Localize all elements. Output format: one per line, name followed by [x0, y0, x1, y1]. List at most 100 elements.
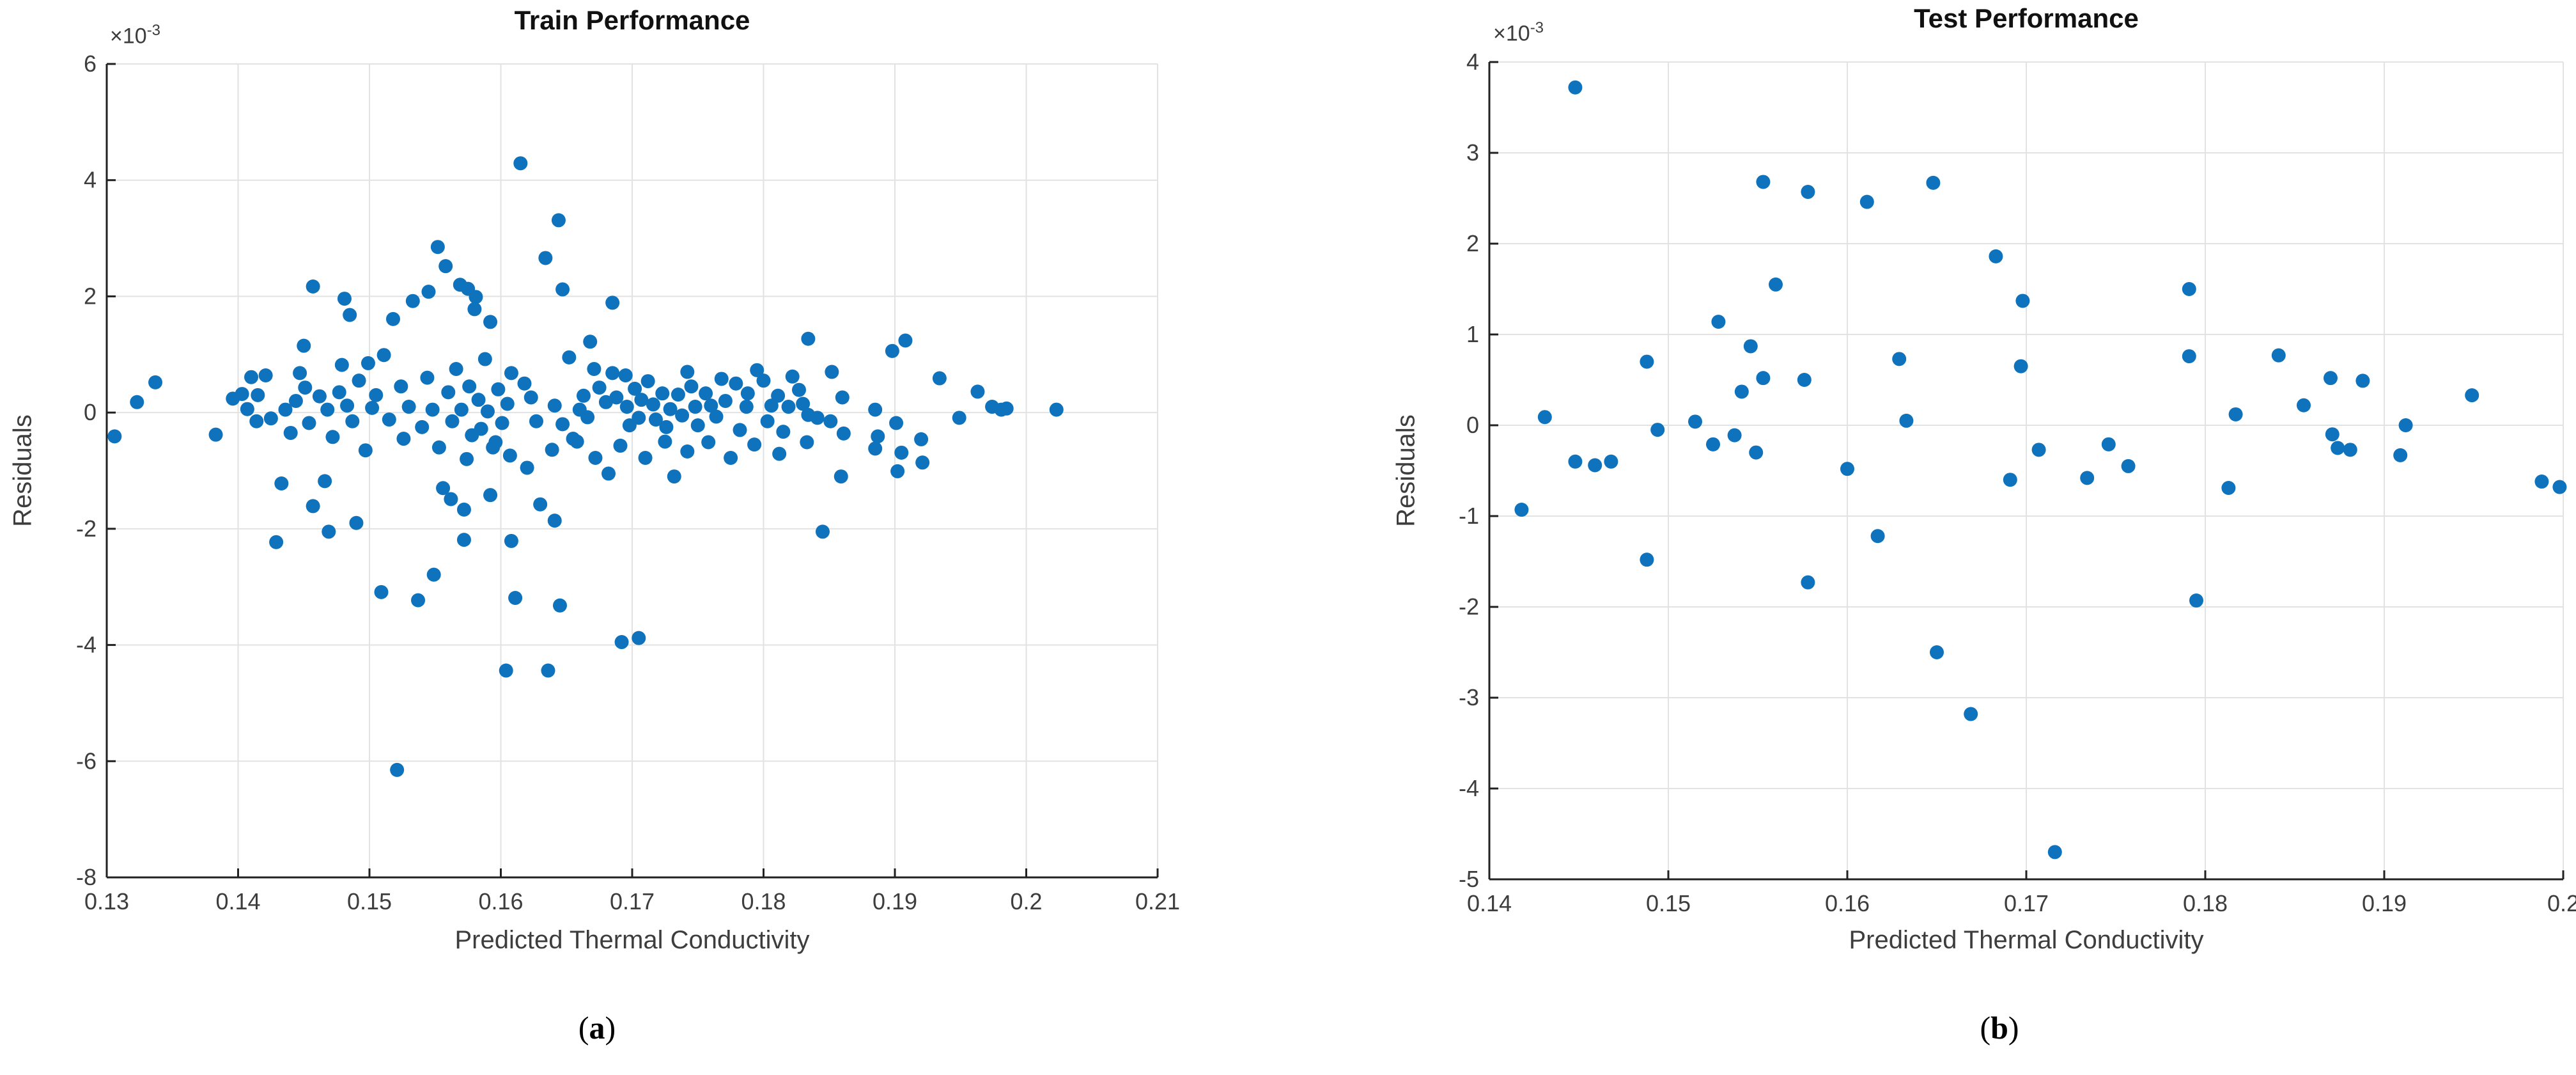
x-tick-label: 0.14 [215, 888, 260, 914]
data-point [663, 402, 678, 416]
data-point [208, 427, 223, 442]
data-point [914, 432, 929, 446]
data-point [894, 445, 909, 460]
train-title: Train Performance [514, 5, 750, 35]
data-point [499, 663, 513, 678]
data-point [709, 409, 724, 424]
x-tick-label: 0.2 [2547, 890, 2576, 916]
data-point [2325, 427, 2339, 442]
y-tick-label: 0 [1466, 412, 1479, 438]
data-point [382, 412, 396, 427]
train-xlabel: Predicted Thermal Conductivity [454, 926, 810, 954]
data-point [690, 418, 705, 433]
data-point [1743, 339, 1758, 354]
data-point [1801, 185, 1815, 200]
data-point [2355, 373, 2370, 388]
data-point [2324, 371, 2338, 386]
x-tick-label: 0.17 [2004, 890, 2049, 916]
data-point [1604, 454, 1618, 469]
data-point [999, 401, 1014, 416]
data-point [601, 466, 616, 481]
data-point [390, 762, 405, 777]
data-point [671, 387, 685, 402]
data-point [638, 451, 653, 466]
data-point [2297, 398, 2311, 412]
data-point [684, 379, 699, 394]
x-tick-label: 0.16 [478, 888, 523, 914]
data-point [495, 416, 509, 430]
data-point [438, 259, 453, 274]
data-point [349, 515, 364, 530]
data-point [148, 375, 163, 389]
data-point [1756, 371, 1771, 386]
data-point [541, 663, 555, 678]
data-point [836, 426, 851, 441]
data-point [2398, 418, 2413, 432]
data-point [1899, 413, 1914, 428]
data-point [1734, 384, 1749, 399]
data-point [235, 387, 249, 402]
data-point [396, 432, 411, 446]
data-point [781, 400, 796, 414]
data-point [107, 429, 122, 444]
data-point [699, 386, 713, 401]
y-tick-label: -4 [1459, 775, 1479, 801]
data-point [251, 388, 265, 402]
test-ylabel: Residuals [1392, 414, 1420, 527]
data-point [278, 402, 293, 417]
data-point [334, 357, 349, 372]
data-point [467, 302, 482, 317]
data-point [130, 395, 144, 409]
data-point [524, 390, 538, 405]
data-point [306, 499, 320, 514]
data-point [1650, 423, 1665, 437]
data-point [517, 376, 532, 391]
data-point [483, 315, 498, 329]
y-tick-label: 2 [1466, 230, 1479, 256]
data-point [1749, 445, 1764, 460]
data-point [425, 402, 440, 417]
y-tick-label: 6 [84, 51, 97, 77]
data-point [583, 334, 598, 349]
caption-b: (b) [1980, 1010, 2019, 1046]
data-point [609, 390, 624, 405]
data-point [500, 396, 515, 411]
data-point [613, 438, 628, 453]
data-point [885, 343, 899, 358]
data-point [480, 404, 495, 419]
test-y-exponent: ×10-3 [1493, 19, 1544, 46]
data-point [835, 390, 850, 405]
train-y-exponent: ×10-3 [110, 22, 161, 49]
x-tick-label: 0.21 [1135, 888, 1180, 914]
data-point [302, 416, 316, 430]
data-point [462, 379, 477, 394]
data-point [421, 285, 436, 299]
test-title: Test Performance [1914, 3, 2139, 33]
data-point [405, 294, 420, 308]
data-point [562, 350, 577, 365]
data-point [374, 585, 389, 599]
data-point [772, 446, 787, 461]
y-tick-label: -6 [76, 748, 97, 774]
data-point [648, 412, 663, 427]
data-point [454, 402, 469, 417]
x-tick-label: 0.2 [1010, 888, 1042, 914]
data-point [293, 366, 307, 381]
data-point [332, 385, 346, 400]
data-point [810, 411, 825, 425]
data-point [258, 368, 273, 382]
data-point [361, 356, 375, 370]
data-point [545, 443, 559, 457]
data-point [718, 393, 733, 408]
data-point [306, 279, 320, 294]
data-point [538, 251, 553, 265]
data-point [618, 368, 633, 382]
data-point [394, 379, 408, 394]
data-point [667, 469, 681, 484]
y-tick-label: 4 [1466, 49, 1479, 75]
data-point [628, 381, 642, 396]
data-point [555, 282, 570, 297]
data-point [592, 381, 607, 395]
data-point [420, 370, 435, 385]
